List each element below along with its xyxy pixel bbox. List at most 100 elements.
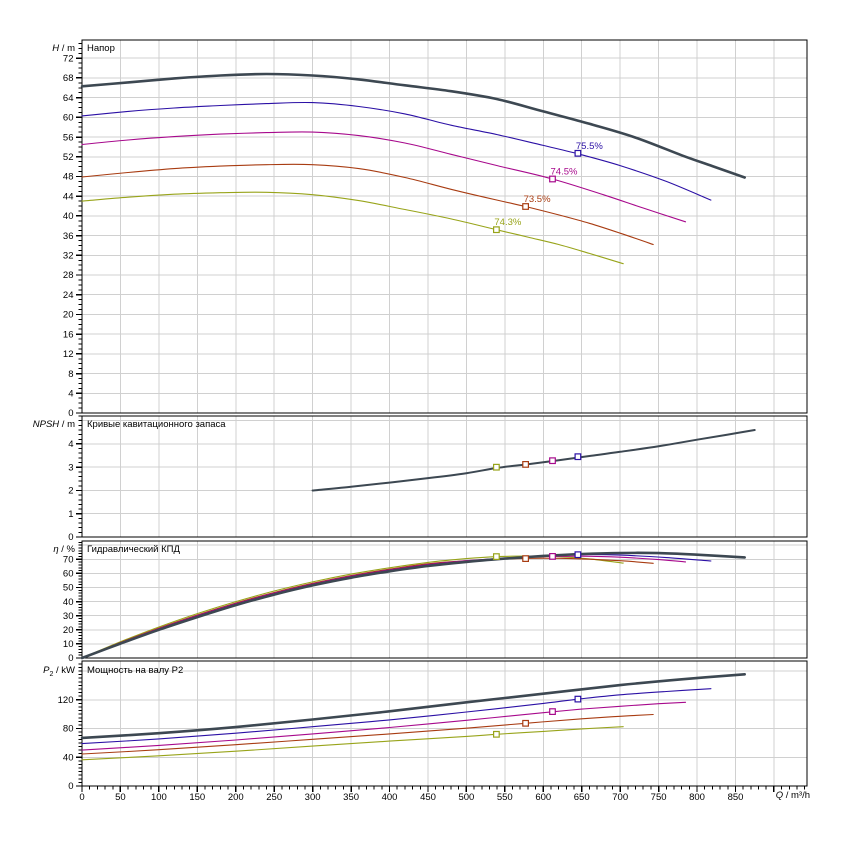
duty-point-marker — [574, 695, 582, 703]
x-tick-label: 250 — [266, 792, 282, 803]
x-tick-label: 100 — [151, 792, 167, 803]
y-tick-label: 120 — [58, 695, 74, 706]
duty-point-marker — [574, 551, 582, 559]
y-tick-label: 20 — [63, 625, 74, 636]
x-tick-label: 500 — [458, 792, 474, 803]
y-tick-label: 20 — [63, 310, 74, 321]
duty-point-marker — [522, 461, 529, 468]
curve-efficiency-trim4 — [81, 555, 624, 659]
curve-head-trim4 — [81, 191, 624, 265]
x-axis-label: Q / m³/h — [730, 791, 810, 801]
power-axis-unit: / kW — [53, 665, 75, 676]
x-axis-symbol: Q — [775, 790, 784, 801]
duty-point-marker — [493, 553, 500, 560]
x-tick-label: 450 — [420, 792, 436, 803]
duty-point-marker — [493, 226, 500, 234]
panel-title-efficiency: Гидравлический КПД — [87, 544, 180, 555]
y-tick-label: 0 — [68, 532, 73, 543]
y-tick-label: 30 — [63, 611, 74, 622]
y-tick-label: 40 — [63, 211, 74, 222]
x-tick-label: 50 — [115, 792, 126, 803]
head-axis-symbol: H — [52, 43, 60, 54]
curve-head-trim2 — [81, 131, 687, 223]
x-tick-label: 850 — [728, 792, 744, 803]
y-tick-label: 40 — [63, 597, 74, 608]
y-tick-label: 8 — [68, 369, 73, 380]
y-tick-label: 70 — [63, 555, 74, 566]
duty-point-marker — [522, 719, 529, 727]
curve-npsh-npsh-curve — [311, 429, 756, 492]
y-tick-label: 36 — [63, 231, 74, 242]
x-tick-label: 750 — [651, 792, 667, 803]
panel-title-npsh: Кривые кавитационного запаса — [87, 419, 226, 430]
curve-head-trim3 — [81, 163, 654, 246]
y-tick-label: 4 — [68, 439, 73, 450]
y-tick-label: 4 — [68, 389, 73, 400]
y-tick-label: 1 — [68, 509, 73, 520]
panel-frame-power — [81, 660, 808, 787]
curve-power-trim4 — [81, 726, 624, 761]
x-tick-label: 600 — [535, 792, 551, 803]
y-tick-label: 52 — [63, 152, 74, 163]
curve-power-trim1 — [81, 688, 712, 745]
duty-point-marker — [549, 552, 556, 560]
x-tick-label: 200 — [228, 792, 244, 803]
y-tick-label: 72 — [63, 53, 74, 64]
x-tick-label: 150 — [189, 792, 205, 803]
y-tick-label: 44 — [63, 191, 74, 202]
y-tick-label: 3 — [68, 462, 73, 473]
efficiency-label: 75.5% — [576, 141, 603, 152]
curve-power-trim2 — [81, 701, 687, 751]
curve-power-max_impeller — [80, 673, 746, 740]
x-tick-label: 350 — [343, 792, 359, 803]
panel-frame-efficiency — [81, 540, 808, 659]
duty-point-marker — [574, 149, 582, 157]
y-axis-label-head: H / m — [0, 44, 75, 58]
x-tick-label: 0 — [79, 792, 84, 803]
duty-point-marker — [549, 708, 556, 715]
efficiency-axis-unit: / % — [58, 544, 75, 555]
curve-head-max_impeller — [80, 72, 746, 179]
x-tick-label: 650 — [574, 792, 590, 803]
duty-point-marker — [522, 555, 529, 562]
y-tick-label: 68 — [63, 73, 74, 84]
panel-title-power: Мощность на валу P2 — [87, 665, 184, 676]
duty-point-marker — [493, 730, 500, 738]
npsh-axis-unit: / m — [59, 419, 75, 430]
y-tick-label: 32 — [63, 251, 74, 262]
duty-point-marker — [522, 203, 529, 210]
y-tick-label: 56 — [63, 132, 74, 143]
y-axis-label-efficiency: η / % — [0, 545, 75, 559]
y-axis-label-npsh: NPSH / m — [0, 420, 75, 434]
y-tick-label: 28 — [63, 270, 74, 281]
x-tick-label: 800 — [689, 792, 705, 803]
x-tick-label: 400 — [382, 792, 398, 803]
x-tick-label: 550 — [497, 792, 513, 803]
y-tick-label: 12 — [63, 349, 74, 360]
y-tick-label: 0 — [68, 653, 73, 664]
duty-point-marker — [574, 453, 582, 461]
efficiency-label: 74.5% — [551, 167, 578, 178]
y-tick-label: 60 — [63, 113, 74, 124]
efficiency-axis-symbol: η — [53, 544, 59, 555]
duty-point-marker — [549, 175, 556, 183]
x-tick-label: 700 — [612, 792, 628, 803]
y-tick-label: 60 — [63, 569, 74, 580]
panel-title-head: Напор — [87, 43, 115, 54]
power-axis-symbol: P — [43, 665, 50, 676]
efficiency-label: 73.5% — [524, 194, 551, 205]
curve-power-trim3 — [81, 713, 654, 755]
y-tick-label: 24 — [63, 290, 74, 301]
duty-point-marker — [549, 457, 556, 465]
head-axis-unit: / m — [59, 43, 75, 54]
y-tick-label: 80 — [63, 724, 74, 735]
y-tick-label: 2 — [68, 486, 73, 497]
curve-efficiency-max_impeller — [80, 551, 746, 660]
x-tick-label: 300 — [305, 792, 321, 803]
duty-point-marker — [493, 463, 500, 471]
panel-frame-head — [81, 39, 808, 414]
y-tick-label: 10 — [63, 639, 74, 650]
curve-efficiency-trim3 — [81, 557, 654, 659]
